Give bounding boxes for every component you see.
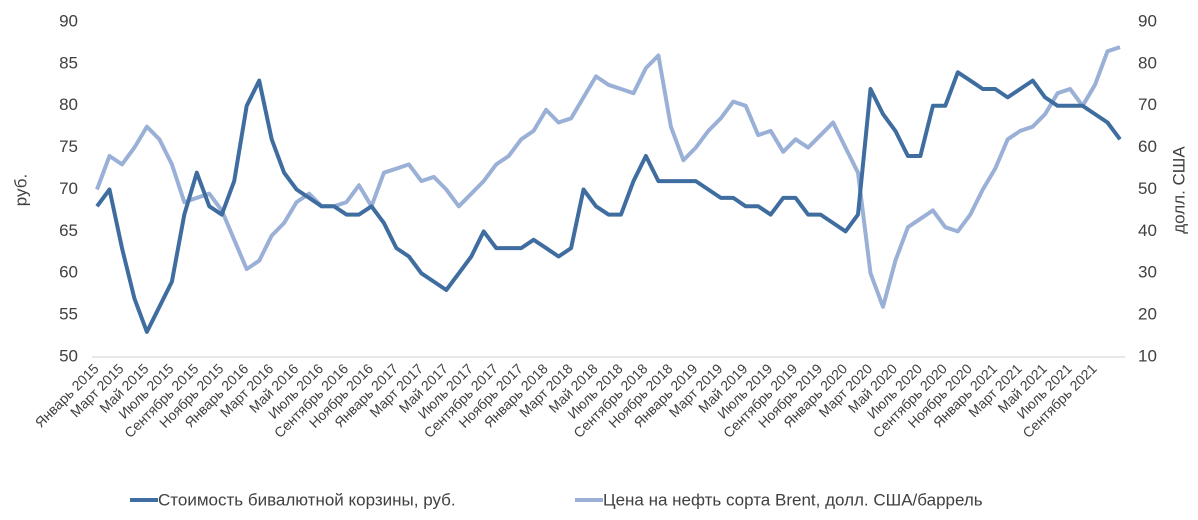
y-tick-label: 55 [59,305,78,324]
y-axis-label: руб. [11,174,30,206]
y-tick-label: 60 [59,263,78,282]
y2-tick-label: 50 [1138,179,1157,198]
y2-tick-label: 30 [1138,263,1157,282]
series-line [95,70,1122,334]
y2-tick-label: 40 [1138,221,1157,240]
legend-label: Стоимость бивалютной корзины, руб. [158,490,456,509]
y2-axis-label: долл. США [1169,146,1188,234]
y2-tick-label: 20 [1138,305,1157,324]
y-tick-label: 85 [59,53,78,72]
y2-tick-label: 90 [1138,11,1157,30]
legend-label: Цена на нефть сорта Brent, долл. США/бар… [603,490,983,509]
y-tick-label: 50 [59,346,78,365]
series-line [95,45,1121,309]
y-tick-label: 65 [59,221,78,240]
y-tick-label: 90 [59,11,78,30]
y-tick-label: 70 [59,179,78,198]
y2-tick-label: 70 [1138,95,1157,114]
y2-tick-label: 80 [1138,53,1157,72]
y2-tick-label: 60 [1138,137,1157,156]
y-tick-label: 75 [59,137,78,156]
y-tick-label: 80 [59,95,78,114]
y2-tick-label: 10 [1138,346,1157,365]
